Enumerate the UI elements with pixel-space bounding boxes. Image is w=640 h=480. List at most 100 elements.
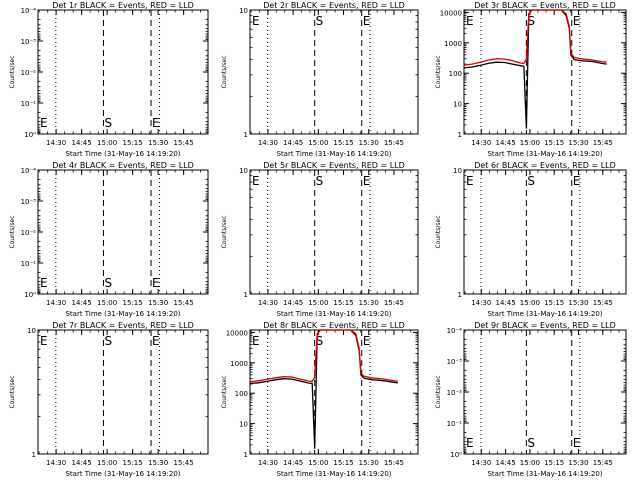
x-tick-label: 15:00 (308, 299, 328, 307)
y-tick-label: 1 (244, 291, 248, 299)
x-tick-label: 15:00 (520, 299, 540, 307)
panel-title: Det 7r BLACK = Events, RED = LLD (52, 321, 194, 330)
x-tick-label: 14:45 (495, 139, 515, 147)
x-tick-label: 15:00 (308, 459, 328, 467)
x-tick-label: 14:45 (495, 459, 515, 467)
x-tick-label: 15:45 (174, 459, 194, 467)
y-tick-label: 10 (453, 101, 462, 109)
y-tick-label: 1 (244, 451, 248, 459)
plot-frame (37, 9, 209, 135)
series-line-events (463, 9, 607, 129)
x-axis-label: Start Time (31-May-16 14:19:20) (276, 150, 391, 158)
marker-label: S (316, 14, 324, 28)
y-tick-label: 10⁻³ (447, 358, 463, 366)
x-tick-label: 15:00 (97, 459, 117, 467)
detector-panel-7: Det 7r BLACK = Events, RED = LLD 1 10 14:30… (9, 321, 209, 478)
x-tick-label: 15:30 (568, 139, 588, 147)
panel-title: Det 3r BLACK = Events, RED = LLD (474, 1, 616, 10)
x-tick-label: 14:45 (283, 459, 303, 467)
marker-label: E (252, 14, 260, 28)
marker-label: E (466, 14, 474, 28)
y-tick-label: 10⁻² (447, 389, 463, 397)
marker-label: S (316, 334, 324, 348)
marker-label: E (40, 276, 48, 290)
x-tick-label: 15:15 (544, 139, 564, 147)
y-tick-label: 10⁻² (21, 69, 37, 77)
x-tick-label: 14:30 (258, 459, 278, 467)
x-tick-label: 15:15 (123, 459, 143, 467)
marker-label: S (527, 174, 535, 188)
x-tick-label: 15:45 (593, 459, 613, 467)
x-tick-label: 15:45 (593, 139, 613, 147)
plot-frame (249, 169, 419, 295)
plot-frame (37, 169, 209, 295)
marker-label: S (527, 14, 535, 28)
marker-label: S (104, 334, 112, 348)
y-tick-label: 1 (458, 131, 462, 139)
detector-panel-9: Det 9r BLACK = Events, RED = LLD 10⁰ 10⁻¹ 1… (435, 321, 627, 478)
x-tick-label: 15:30 (568, 459, 588, 467)
y-axis-label: Counts/sec (221, 55, 228, 88)
marker-label: S (104, 116, 112, 130)
marker-label: E (363, 174, 371, 188)
detector-panel-4: Det 4r BLACK = Events, RED = LLD 10⁰ 10⁻¹ 1… (9, 161, 209, 318)
x-tick-label: 14:45 (283, 139, 303, 147)
x-tick-label: 15:30 (359, 299, 379, 307)
x-tick-label: 15:45 (384, 299, 404, 307)
x-tick-label: 14:30 (471, 459, 491, 467)
detector-panel-3: Det 3r BLACK = Events, RED = LLD 1 10 100 10… (435, 1, 627, 158)
x-tick-label: 14:30 (258, 299, 278, 307)
marker-label: S (316, 174, 324, 188)
detector-panel-5: Det 5r BLACK = Events, RED = LLD 1 10 14:30… (221, 161, 419, 318)
panel-title: Det 8r BLACK = Events, RED = LLD (263, 321, 405, 330)
x-tick-label: 15:45 (174, 139, 194, 147)
x-axis-label: Start Time (31-May-16 14:19:20) (65, 310, 180, 318)
x-tick-label: 14:45 (72, 459, 92, 467)
y-tick-label: 10⁰ (24, 291, 36, 299)
plot-frame (37, 329, 209, 455)
x-axis-label: Start Time (31-May-16 14:19:20) (487, 470, 602, 478)
plot-frame (463, 329, 627, 455)
y-tick-label: 10⁻¹ (21, 260, 37, 268)
y-tick-label: 10⁻¹ (21, 100, 37, 108)
marker-label: E (573, 14, 581, 28)
x-tick-label: 14:30 (258, 139, 278, 147)
x-tick-label: 15:15 (544, 459, 564, 467)
y-tick-label: 10 (239, 421, 248, 429)
x-tick-label: 15:15 (123, 299, 143, 307)
x-tick-label: 15:00 (520, 459, 540, 467)
x-tick-label: 15:30 (359, 139, 379, 147)
marker-label: E (573, 436, 581, 450)
panel-title: Det 4r BLACK = Events, RED = LLD (52, 161, 194, 170)
y-tick-label: 10⁰ (450, 451, 462, 459)
panel-title: Det 9r BLACK = Events, RED = LLD (474, 321, 616, 330)
x-axis-label: Start Time (31-May-16 14:19:20) (487, 310, 602, 318)
y-tick-label: 10⁻¹ (447, 420, 463, 428)
x-tick-label: 14:45 (72, 139, 92, 147)
x-tick-label: 15:30 (568, 299, 588, 307)
x-axis-label: Start Time (31-May-16 14:19:20) (276, 310, 391, 318)
series-line-lld (249, 329, 398, 383)
y-axis-label: Counts/sec (9, 375, 16, 408)
x-axis-label: Start Time (31-May-16 14:19:20) (65, 150, 180, 158)
x-tick-label: 15:45 (593, 299, 613, 307)
x-tick-label: 14:30 (471, 299, 491, 307)
y-tick-label: 10000 (440, 9, 462, 17)
x-tick-label: 15:15 (123, 139, 143, 147)
x-tick-label: 15:00 (97, 139, 117, 147)
marker-label: E (363, 334, 371, 348)
panel-title: Det 2r BLACK = Events, RED = LLD (263, 1, 405, 10)
y-tick-label: 10⁰ (24, 131, 36, 139)
y-tick-label: 10000 (226, 329, 248, 337)
y-tick-label: 100 (235, 390, 248, 398)
x-tick-label: 14:30 (46, 299, 66, 307)
x-tick-label: 14:30 (471, 139, 491, 147)
y-axis-label: Counts/sec (221, 375, 228, 408)
marker-label: E (252, 334, 260, 348)
x-tick-label: 14:45 (72, 299, 92, 307)
marker-label: E (573, 174, 581, 188)
x-tick-label: 15:15 (544, 299, 564, 307)
panel-title: Det 5r BLACK = Events, RED = LLD (263, 161, 405, 170)
y-tick-label: 10⁻² (21, 229, 37, 237)
